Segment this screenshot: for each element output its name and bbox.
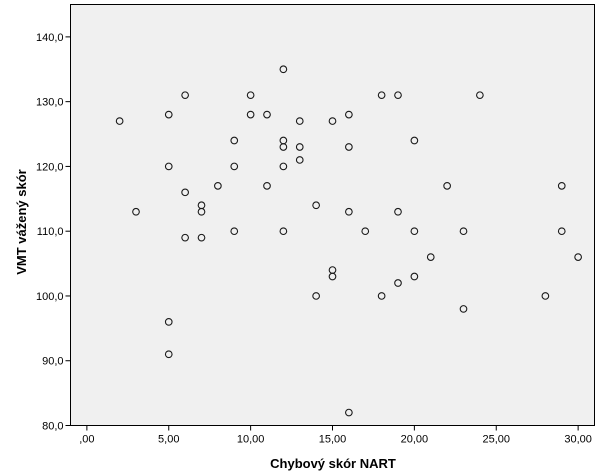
data-point (279, 143, 288, 151)
data-point (426, 253, 435, 261)
y-axis: 80,0 90,0 100,0 110,0 120,0 130,0 140,0 (36, 32, 71, 433)
data-point (279, 65, 288, 74)
x-axis: ,00 5,00 10,00 15,00 20,00 25,00 30,00 (79, 425, 592, 446)
data-point (230, 227, 239, 236)
data-point (312, 292, 320, 300)
data-point (295, 143, 304, 151)
y-tick-label: 130,0 (36, 97, 64, 109)
x-tick-label: 30,00 (564, 434, 592, 446)
data-point (132, 207, 140, 216)
data-point (459, 305, 468, 313)
x-tick-label: 20,00 (401, 434, 429, 446)
data-point (328, 117, 337, 125)
data-point (279, 227, 288, 236)
data-point (246, 91, 255, 100)
data-point (345, 408, 353, 417)
data-point (557, 227, 566, 236)
data-point (377, 91, 386, 100)
data-point (394, 91, 402, 100)
y-tick-label: 140,0 (36, 32, 64, 44)
data-point (115, 117, 124, 125)
data-point (541, 292, 550, 300)
x-tick-label: 5,00 (158, 434, 179, 446)
data-point (328, 272, 337, 281)
x-tick-label: 25,00 (482, 434, 510, 446)
x-tick-label: 10,00 (237, 434, 265, 446)
data-point (164, 318, 173, 326)
y-tick-label: 100,0 (36, 291, 64, 303)
x-tick-label: 15,00 (319, 434, 347, 446)
data-point (181, 91, 189, 100)
data-point (394, 279, 402, 287)
data-point (377, 292, 386, 300)
data-point (476, 91, 484, 100)
data-point (246, 110, 255, 119)
data-point (574, 253, 582, 261)
y-tick-label: 120,0 (36, 161, 64, 173)
data-point (295, 117, 304, 125)
data-point (557, 182, 566, 190)
data-point (279, 162, 288, 171)
x-axis-title: Chybový skór NART (270, 456, 396, 471)
data-point (263, 182, 271, 190)
x-tick-label: ,00 (79, 434, 94, 446)
data-point (345, 143, 353, 151)
data-point (181, 233, 189, 242)
data-point (410, 227, 419, 236)
data-point (312, 201, 320, 210)
data-point (361, 227, 370, 236)
data-point (410, 272, 419, 281)
data-points (115, 65, 582, 417)
y-tick-label: 90,0 (42, 356, 63, 368)
data-point (345, 207, 353, 216)
data-point (164, 350, 173, 359)
data-point (214, 182, 222, 190)
data-point (164, 110, 173, 119)
y-tick-label: 110,0 (37, 226, 64, 238)
data-point (181, 188, 189, 197)
data-point (164, 162, 173, 171)
data-point (410, 136, 419, 145)
y-axis-title: VMT vážený skór (14, 169, 29, 275)
data-point (459, 227, 468, 236)
data-point (345, 110, 353, 119)
data-point (394, 207, 402, 216)
data-point (230, 136, 239, 145)
data-point (197, 233, 206, 242)
data-point (230, 162, 239, 171)
data-point (295, 156, 304, 164)
y-tick-label: 80,0 (42, 421, 63, 433)
data-point (197, 207, 206, 216)
data-point (443, 182, 451, 190)
data-point (263, 110, 271, 119)
plot-area (70, 4, 595, 426)
